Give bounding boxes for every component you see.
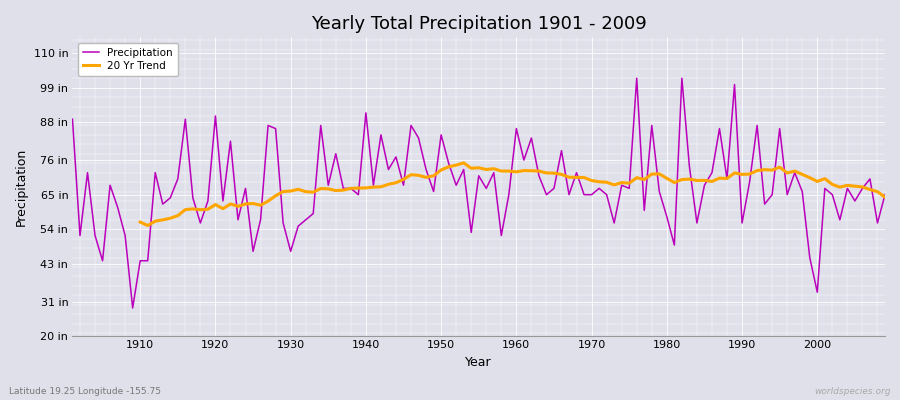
Precipitation	[511, 126, 522, 131]
20 Yr Trend	[285, 189, 296, 194]
Legend: Precipitation, 20 Yr Trend: Precipitation, 20 Yr Trend	[77, 42, 177, 76]
Precipitation	[518, 158, 529, 162]
Line: 20 Yr Trend: 20 Yr Trend	[140, 163, 885, 226]
20 Yr Trend	[879, 195, 890, 200]
Precipitation	[346, 186, 356, 191]
Y-axis label: Precipitation: Precipitation	[15, 148, 28, 226]
20 Yr Trend	[834, 185, 845, 190]
Precipitation	[68, 117, 78, 122]
20 Yr Trend	[458, 160, 469, 165]
X-axis label: Year: Year	[465, 356, 492, 369]
20 Yr Trend	[594, 179, 605, 184]
Line: Precipitation: Precipitation	[73, 78, 885, 308]
Title: Yearly Total Precipitation 1901 - 2009: Yearly Total Precipitation 1901 - 2009	[310, 15, 646, 33]
20 Yr Trend	[135, 220, 146, 224]
Precipitation	[301, 218, 311, 222]
20 Yr Trend	[857, 184, 868, 189]
20 Yr Trend	[534, 169, 544, 174]
Precipitation	[608, 220, 619, 225]
Precipitation	[879, 192, 890, 197]
Precipitation	[127, 306, 138, 310]
20 Yr Trend	[142, 223, 153, 228]
20 Yr Trend	[315, 186, 326, 191]
Precipitation	[135, 258, 146, 263]
Text: worldspecies.org: worldspecies.org	[814, 387, 891, 396]
Precipitation	[631, 76, 642, 81]
Text: Latitude 19.25 Longitude -155.75: Latitude 19.25 Longitude -155.75	[9, 387, 161, 396]
